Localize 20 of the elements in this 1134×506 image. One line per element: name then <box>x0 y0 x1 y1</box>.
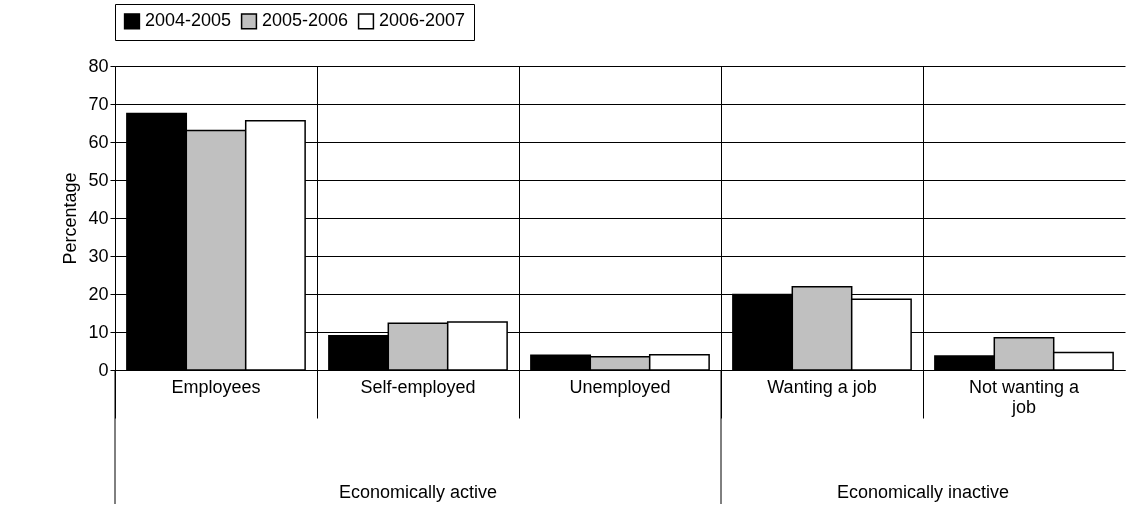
x-tick-label: Employees <box>171 376 261 397</box>
y-tick-label: 30 <box>88 245 109 266</box>
y-tick-label: 60 <box>88 131 109 152</box>
y-tick-label: 40 <box>88 207 109 228</box>
y-tick-label: 10 <box>88 321 109 342</box>
y-tick-label: 50 <box>88 169 109 190</box>
legend-label: 2006-2007 <box>379 10 466 31</box>
y-axis-title: Percentage <box>60 172 81 265</box>
legend-label: 2005-2006 <box>262 10 349 31</box>
x-tick-label: Wanting a job <box>767 376 877 397</box>
x-tick-label: Self-employed <box>360 376 476 397</box>
legend-label: 2004-2005 <box>145 10 232 31</box>
y-tick-label: 0 <box>98 359 109 380</box>
text: Economically active <box>338 482 498 502</box>
y-tick-label: 20 <box>88 283 109 304</box>
text: Economically inactive <box>836 482 1010 502</box>
y-tick-label: 70 <box>88 93 109 114</box>
x-tick-label: Not wanting a job <box>968 376 1081 417</box>
x-tick-label: Unemployed <box>569 376 671 397</box>
y-tick-label: 80 <box>88 55 109 76</box>
